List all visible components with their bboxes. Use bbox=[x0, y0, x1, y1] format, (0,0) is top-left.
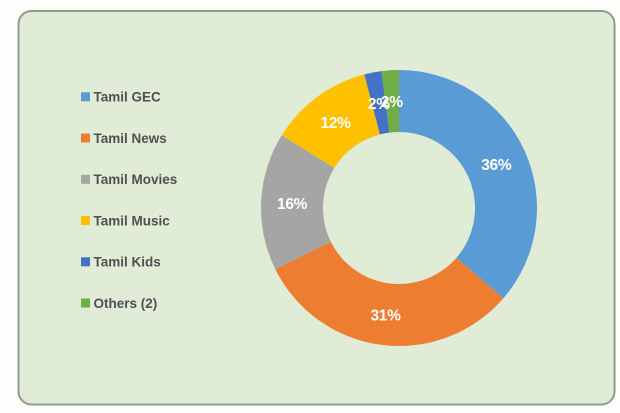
svg-text:36%: 36% bbox=[481, 157, 512, 174]
svg-text:Tamil Music: Tamil Music bbox=[94, 213, 171, 228]
svg-text:12%: 12% bbox=[321, 115, 352, 132]
svg-text:2%: 2% bbox=[381, 94, 403, 111]
svg-text:Tamil Movies: Tamil Movies bbox=[94, 172, 178, 187]
svg-text:Tamil Kids: Tamil Kids bbox=[94, 255, 161, 270]
svg-text:Others (2): Others (2) bbox=[94, 296, 158, 311]
svg-text:Tamil News: Tamil News bbox=[94, 131, 167, 146]
svg-text:2%: 2% bbox=[368, 96, 390, 113]
svg-text:Tamil GEC: Tamil GEC bbox=[94, 90, 162, 105]
svg-text:31%: 31% bbox=[370, 307, 401, 324]
svg-text:16%: 16% bbox=[277, 196, 308, 213]
